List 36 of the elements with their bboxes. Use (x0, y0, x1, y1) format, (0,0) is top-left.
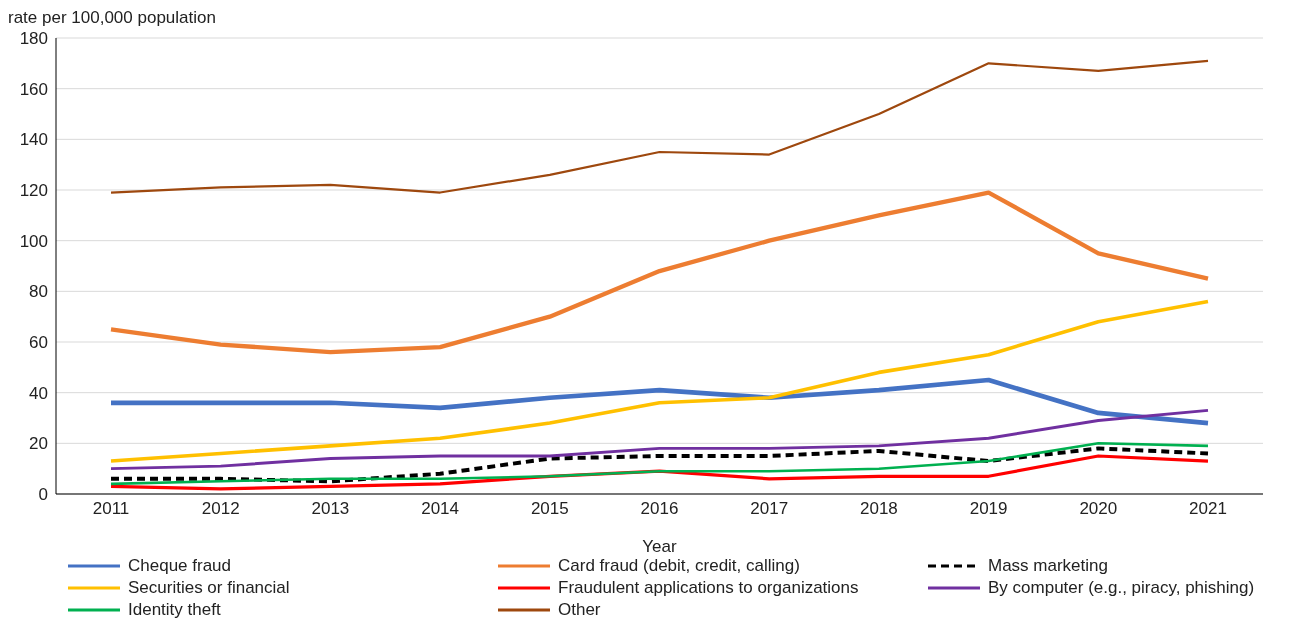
x-tick-label: 2013 (311, 499, 350, 519)
legend-label: Fraudulent applications to organizations (558, 578, 859, 598)
legend-label: Cheque fraud (128, 556, 232, 576)
y-tick-label: 0 (38, 485, 48, 505)
x-tick-label: 2021 (1189, 499, 1227, 519)
legend-label: Securities or financial (128, 578, 290, 598)
y-tick-label: 40 (29, 383, 48, 403)
x-tick-label: 2015 (530, 499, 569, 519)
y-axis-title: rate per 100,000 population (8, 8, 217, 29)
x-tick-label: 2012 (201, 499, 240, 519)
y-tick-label: 180 (19, 29, 48, 49)
y-tick-label: 60 (29, 333, 48, 353)
x-tick-label: 2016 (640, 499, 679, 519)
x-tick-label: 2017 (750, 499, 789, 519)
line-series (108, 377, 1211, 426)
legend-label: Other (558, 600, 601, 620)
legend-label: Identity theft (128, 600, 221, 620)
line-series (109, 59, 1210, 194)
legend-label: Mass marketing (988, 556, 1108, 576)
y-tick-label: 80 (29, 282, 48, 302)
x-tick-label: 2020 (1079, 499, 1118, 519)
x-tick-label: 2014 (421, 499, 460, 519)
line-series (109, 408, 1210, 471)
y-tick-label: 120 (19, 181, 48, 201)
x-axis-title: Year (642, 537, 678, 556)
y-tick-label: 140 (19, 130, 48, 150)
y-tick-label: 20 (29, 434, 48, 454)
line-series (109, 299, 1210, 463)
legend-label: Card fraud (debit, credit, calling) (558, 556, 800, 576)
x-tick-label: 2011 (92, 499, 130, 519)
x-tick-label: 2019 (969, 499, 1008, 519)
y-tick-label: 100 (19, 231, 48, 251)
x-tick-label: 2018 (859, 499, 898, 519)
legend-label: By computer (e.g., piracy, phishing) (988, 578, 1255, 598)
line-series (108, 190, 1211, 355)
y-tick-label: 160 (19, 79, 48, 99)
